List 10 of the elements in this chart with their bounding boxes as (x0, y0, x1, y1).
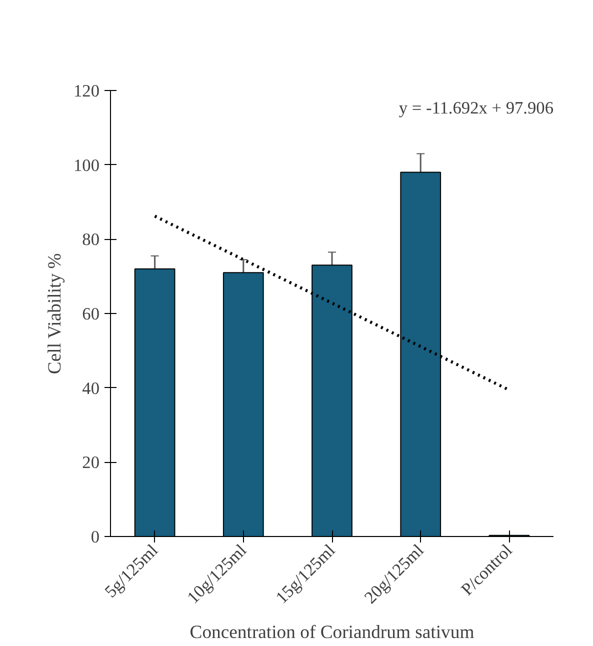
y-tick-label: 60 (82, 304, 100, 324)
x-axis-title: Concentration of Coriandrum sativum (190, 622, 475, 644)
y-tick-label: 0 (90, 528, 100, 546)
y-tick-label: 80 (82, 230, 100, 250)
annotation: y = -11.692x + 97.906 (398, 98, 554, 118)
y-tick-label: 100 (74, 156, 100, 175)
y-tick-label: 40 (82, 378, 100, 398)
y-tick-label: 120 (74, 82, 100, 100)
y-axis-title: Cell Viability % (44, 253, 66, 374)
y-tick-label: 20 (82, 453, 100, 472)
